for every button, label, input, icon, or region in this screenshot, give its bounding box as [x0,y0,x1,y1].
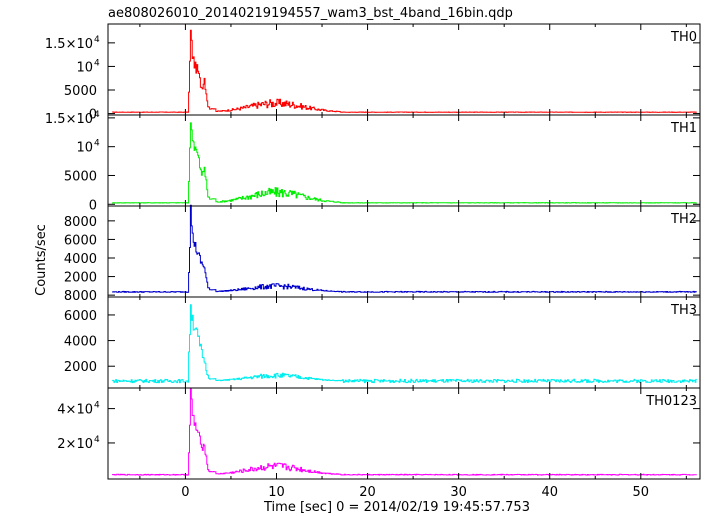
y-tick-label: 6000 [64,309,97,324]
x-tick-label: 50 [633,485,650,500]
y-tick-label: 4000 [64,335,97,350]
y-tick-label: 1.5×10 [45,112,93,127]
y-tick-label: 4000 [64,252,97,267]
y-axis-label: Counts/sec [34,224,49,296]
panel-label-th0123: TH0123 [645,394,697,409]
x-tick-label: 30 [450,485,467,500]
panel-label-th1: TH1 [670,121,697,136]
y-tick-label: 2×10 [57,437,93,452]
series-line-th3 [112,304,697,384]
x-axis-label: Time [sec] 0 = 2014/02/19 19:45:57.753 [263,500,530,515]
y-tick-exponent: 4 [94,58,100,68]
y-tick-exponent: 4 [94,110,100,120]
panel-frame [107,296,701,389]
panel-label-th3: TH3 [670,303,697,318]
y-tick-label: 0 [89,108,97,123]
y-tick-label: 5000 [64,84,97,99]
y-tick-label: 2000 [64,360,97,375]
y-tick-label: 6000 [64,233,97,248]
x-tick-label: 10 [268,485,285,500]
y-tick-label: 0 [89,198,97,213]
y-tick-exponent: 4 [94,435,100,445]
panel-label-th0: TH0 [670,30,697,45]
y-tick-exponent: 4 [94,139,100,149]
y-tick-label: 5000 [64,169,97,184]
panel-label-th2: TH2 [670,212,697,227]
y-tick-label: 10 [76,141,93,156]
y-tick-label: 2000 [64,271,97,286]
panel-frame [107,387,701,480]
panel-frame [107,114,701,207]
series-line-th0123 [112,388,697,476]
panel-th3: 2000 4000 6000 TH3 [64,296,701,389]
y-tick-exponent: 4 [94,401,100,411]
x-tick-label: 40 [541,485,558,500]
x-tick-label: 0 [181,485,189,500]
x-tick-label: 20 [359,485,376,500]
y-tick-label: 10 [76,60,93,75]
y-tick-label: 1.5×10 [45,37,93,52]
panel-th2: 8000 2000 4000 6000 8000 TH2 [64,204,701,304]
y-tick-label: 4×10 [57,403,93,418]
y-tick-label: 8000 [64,289,97,304]
series-line-th2 [112,204,697,293]
y-tick-label: 8000 [64,215,97,230]
series-line-th1 [112,122,697,204]
series-line-th0 [112,29,697,113]
chart-title: ae808026010_20140219194557_wam3_bst_4ban… [108,6,513,21]
y-tick-exponent: 4 [94,35,100,45]
panel-th0123: 2×10 44×10 4 TH0123 [57,387,701,480]
